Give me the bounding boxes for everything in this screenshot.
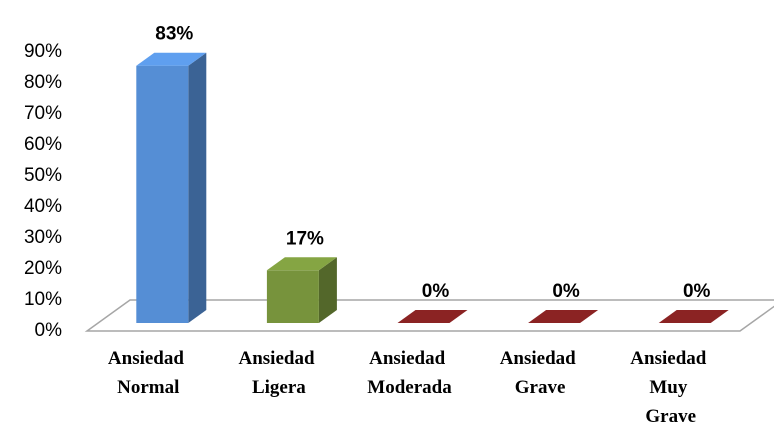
bar-top: [397, 310, 468, 323]
bar-front: [266, 270, 319, 323]
bar-front: [136, 65, 189, 323]
y-tick-label: 30%: [24, 227, 62, 248]
y-tick-label: 80%: [24, 72, 62, 93]
value-label: 0%: [683, 281, 711, 302]
bar: [528, 310, 599, 323]
bar-top: [528, 310, 599, 323]
value-label: 17%: [286, 228, 324, 249]
bar: [266, 257, 337, 323]
x-tick-label: Ansiedad Normal: [108, 348, 189, 398]
y-tick-label: 60%: [24, 134, 62, 155]
bar-side: [188, 52, 207, 323]
value-label: 0%: [552, 281, 580, 302]
bar: [658, 310, 729, 323]
x-tick-label: Ansiedad Moderada: [367, 348, 452, 398]
y-tick-label: 90%: [24, 41, 62, 62]
y-tick-label: 50%: [24, 165, 62, 186]
x-tick-label: Ansiedad Muy Grave: [630, 348, 711, 427]
bar-side: [318, 257, 337, 323]
bar-top: [266, 257, 337, 271]
value-label: 83%: [155, 24, 193, 45]
bar-top: [658, 310, 729, 323]
y-tick-label: 0%: [35, 320, 63, 341]
y-tick-label: 10%: [24, 289, 62, 310]
y-tick-label: 70%: [24, 103, 62, 124]
value-label: 0%: [422, 281, 450, 302]
bar: [136, 52, 207, 323]
y-tick-label: 40%: [24, 196, 62, 217]
y-tick-label: 20%: [24, 258, 62, 279]
bar: [397, 310, 468, 323]
bar-top: [136, 52, 207, 66]
x-tick-label: Ansiedad Grave: [500, 348, 581, 398]
x-tick-label: Ansiedad Ligera: [239, 348, 320, 398]
